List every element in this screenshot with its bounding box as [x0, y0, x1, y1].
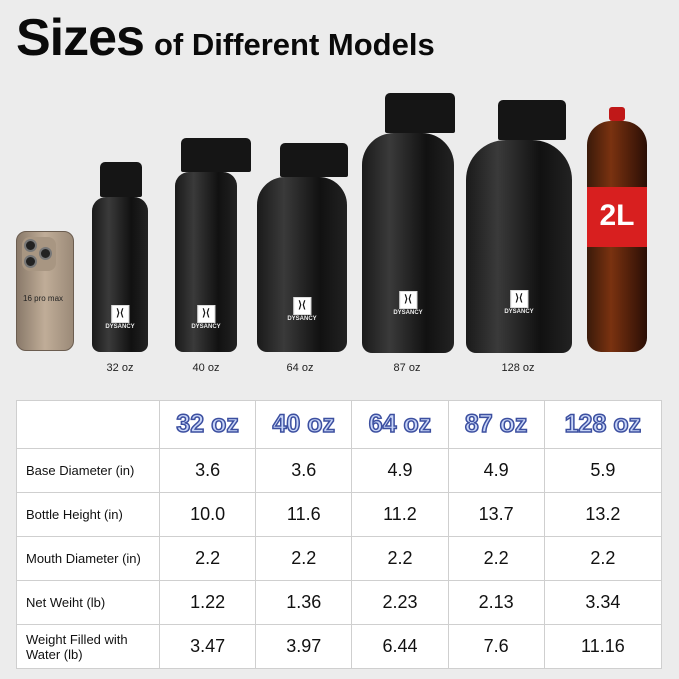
cell: 3.34 — [543, 580, 663, 625]
bottle-cap — [280, 143, 348, 177]
header-32oz: 32 oz — [158, 400, 257, 449]
cell: 2.13 — [447, 580, 545, 625]
cell: 13.2 — [543, 492, 663, 537]
row-label: Base Diameter (in) — [16, 448, 160, 493]
bottle-label: 32 oz — [106, 362, 134, 374]
cell: 4.9 — [447, 448, 545, 493]
brand-logo: ⟩⟨ DYSANCY — [287, 297, 317, 322]
cell: 2.2 — [447, 536, 545, 581]
row-label: Weight Filled with Water (lb) — [16, 624, 160, 669]
cell: 3.6 — [255, 448, 353, 493]
cell: 1.22 — [158, 580, 257, 625]
cell: 11.6 — [255, 492, 353, 537]
page-title: Sizes of Different Models — [16, 8, 435, 68]
table-header-row: 32 oz 40 oz 64 oz 87 oz 128 oz — [16, 400, 663, 449]
brand-logo: ⟩⟨ DYSANCY — [105, 305, 135, 330]
bottle-64oz: ⟩⟨ DYSANCY — [257, 177, 347, 352]
cell: 2.2 — [158, 536, 257, 581]
header-87oz: 87 oz — [447, 400, 545, 449]
specs-table: 32 oz 40 oz 64 oz 87 oz 128 oz Base Diam… — [16, 400, 663, 669]
header-64oz: 64 oz — [351, 400, 449, 449]
bottle-label: 128 oz — [501, 362, 535, 374]
cell: 2.2 — [255, 536, 353, 581]
cell: 6.44 — [351, 624, 449, 669]
header-40oz: 40 oz — [255, 400, 353, 449]
cell: 2.23 — [351, 580, 449, 625]
bottle-128oz: ⟩⟨ DYSANCY — [466, 140, 572, 353]
title-sub: of Different Models — [153, 27, 435, 62]
bottle-cap — [498, 100, 566, 140]
row-label: Bottle Height (in) — [16, 492, 160, 537]
cell: 13.7 — [447, 492, 545, 537]
title-main: Sizes — [16, 9, 145, 67]
brand-logo: ⟩⟨ DYSANCY — [191, 305, 221, 330]
cell: 7.6 — [447, 624, 545, 669]
cell: 3.6 — [158, 448, 257, 493]
bottle-cap — [181, 138, 251, 172]
header-128oz: 128 oz — [543, 400, 663, 449]
cell: 10.0 — [158, 492, 257, 537]
camera-icon — [22, 237, 56, 271]
cell: 4.9 — [351, 448, 449, 493]
bottle-cap — [100, 162, 142, 197]
brand-logo: ⟩⟨ DYSANCY — [393, 291, 423, 316]
row-label: Net Weiht (lb) — [16, 580, 160, 625]
table-row: Mouth Diameter (in) 2.2 2.2 2.2 2.2 2.2 — [16, 536, 663, 581]
table-row: Net Weiht (lb) 1.22 1.36 2.23 2.13 3.34 — [16, 580, 663, 625]
cell: 11.16 — [543, 624, 663, 669]
bottle-32oz: ⟩⟨ DYSANCY — [92, 197, 148, 352]
bottle-label: 87 oz — [393, 362, 421, 374]
bottle-87oz: ⟩⟨ DYSANCY — [362, 133, 454, 353]
phone-label: 16 pro max — [23, 294, 64, 303]
table-row: Base Diameter (in) 3.6 3.6 4.9 4.9 5.9 — [16, 448, 663, 493]
cell: 5.9 — [543, 448, 663, 493]
cell: 2.2 — [543, 536, 663, 581]
cell: 3.47 — [158, 624, 257, 669]
cell: 1.36 — [255, 580, 353, 625]
cell: 2.2 — [351, 536, 449, 581]
table-row: Bottle Height (in) 10.0 11.6 11.2 13.7 13.2 — [16, 492, 663, 537]
soda-label: 2L — [599, 199, 635, 232]
row-label: Mouth Diameter (in) — [16, 536, 160, 581]
table-row: Weight Filled with Water (lb) 3.47 3.97 6.4… — [16, 624, 663, 669]
soda-bottle-2l: 2L — [585, 107, 649, 352]
bottle-label: 64 oz — [286, 362, 314, 374]
bottle-40oz: ⟩⟨ DYSANCY — [175, 172, 237, 352]
cell: 3.97 — [255, 624, 353, 669]
brand-logo: ⟩⟨ DYSANCY — [504, 290, 534, 315]
bottle-cap — [385, 93, 455, 133]
cell: 11.2 — [351, 492, 449, 537]
header-empty — [16, 400, 160, 449]
phone-image: 16 pro max — [16, 231, 74, 351]
bottle-label: 40 oz — [192, 362, 220, 374]
